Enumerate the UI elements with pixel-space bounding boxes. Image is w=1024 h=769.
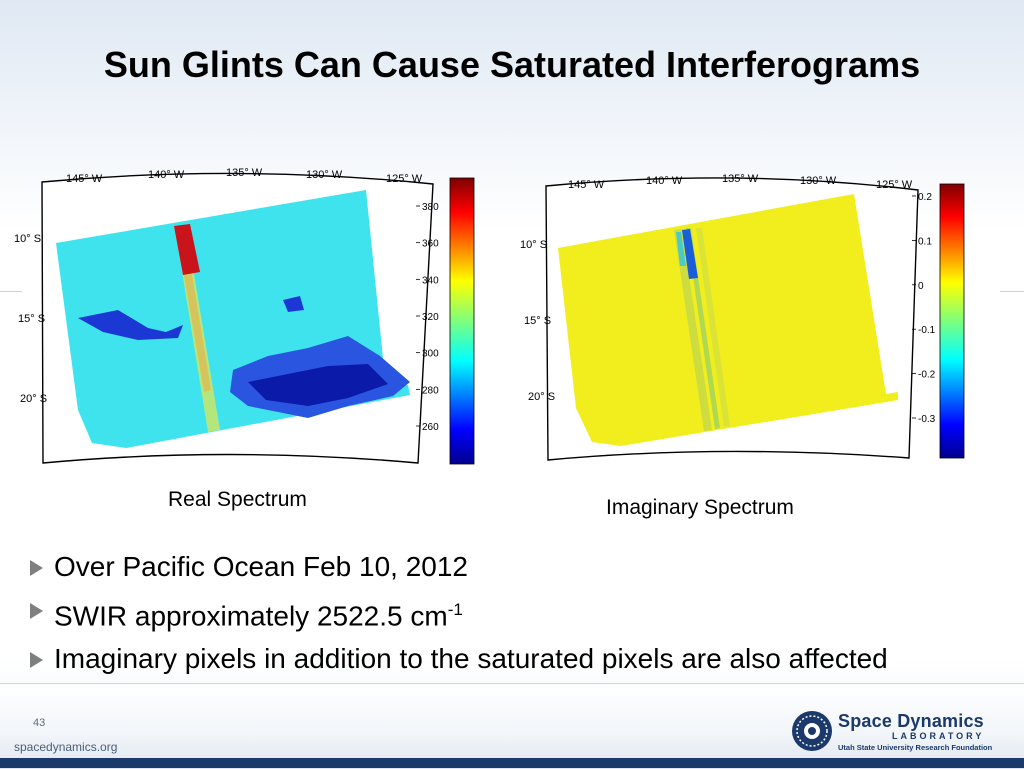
slide-title: Sun Glints Can Cause Saturated Interfero… [103,44,921,85]
logo-emblem-icon [792,711,832,751]
colorbar-tick-label: 340 [422,275,439,286]
lat-label: 20° S [20,393,47,405]
imaginary-spectrum-map: 145° W 140° W 135° W 130° W 125° W 10° S… [516,168,996,470]
lat-label: 15° S [524,315,551,327]
cloud-patch [248,364,388,406]
colorbar-tick-label: 360 [422,239,439,250]
imaginary-spectrum-figure: 145° W 140° W 135° W 130° W 125° W 10° S… [520,173,965,461]
lon-label: 135° W [226,167,263,179]
footer-url: spacedynamics.org [14,740,118,754]
lon-label: 140° W [148,169,185,181]
lon-label: 130° W [306,169,343,181]
bullet-item: Over Pacific Ocean Feb 10, 2012 [28,550,988,584]
lat-label: 15° S [18,313,45,325]
bullet-item: SWIR approximately 2522.5 cm-1 [28,593,988,633]
imaginary-spectrum-caption: Imaginary Spectrum [606,496,794,519]
colorbar [449,177,475,465]
real-spectrum-figure: 145° W 140° W 135° W 130° W 125° W 10° S… [14,167,475,465]
lon-label: 145° W [568,179,605,191]
cloud-patch [78,310,183,340]
colorbar-tick-label: 0.2 [918,192,932,203]
colorbar-tick-label: -0.2 [918,370,936,381]
left-accent-line [0,291,22,292]
logo-sub: LABORATORY [892,731,985,741]
lon-label: 135° W [722,173,759,185]
logo-name: Space Dynamics [838,711,984,731]
bottom-bar [0,758,1024,768]
bullet-text: Imaginary pixels in addition to the satu… [54,643,888,675]
colorbar-ticks: 0.2 0.1 0 -0.1 -0.2 -0.3 [912,192,936,425]
colorbar-tick-label: 300 [422,349,439,360]
right-accent-line [1000,291,1024,292]
colorbar-tick-label: 0.1 [918,236,932,247]
bullet-item: Imaginary pixels in addition to the satu… [28,642,988,676]
colorbar-tick-label: 0 [918,281,924,292]
bullet-arrow-icon [30,560,43,576]
colorbar-tick-label: 380 [422,202,439,213]
colorbar-ticks: 380 360 340 320 300 280 260 [416,202,439,433]
bullet-list: Over Pacific Ocean Feb 10, 2012 SWIR app… [28,550,988,685]
glint-stripe-core [178,238,211,392]
page-number: 43 [33,717,46,729]
lat-label: 20° S [528,391,555,403]
lat-label: 10° S [14,233,41,245]
bullet-text: Over Pacific Ocean Feb 10, 2012 [54,551,468,582]
colorbar-tick-label: 280 [422,385,439,396]
lon-label: 140° W [646,175,683,187]
glint-saturated [174,224,200,275]
colorbar [939,183,965,459]
bullet-text: SWIR approximately 2522.5 cm [54,600,448,632]
real-spectrum-caption: Real Spectrum [168,488,307,511]
stripe [674,229,712,431]
bullet-superscript: -1 [447,600,463,619]
colorbar-tick-label: 320 [422,312,439,323]
logo-foot: Utah State University Research Foundatio… [838,743,993,752]
footer-band [0,683,1024,769]
colorbar-tick-label: -0.1 [918,325,936,336]
colorbar-tick-label: 260 [422,422,439,433]
bullet-arrow-icon [30,652,43,669]
bullet-arrow-icon [30,603,43,619]
data-swath [558,194,898,446]
cloud-patch [283,296,304,312]
lon-label: 145° W [66,173,103,185]
lon-label: 125° W [386,173,423,185]
lon-label: 130° W [800,175,837,187]
glint-saturated [682,229,698,279]
glint-halo [676,232,686,266]
colorbar-tick-label: -0.3 [918,414,936,425]
lon-label: 125° W [876,179,913,191]
real-spectrum-map: 145° W 140° W 135° W 130° W 125° W 10° S… [8,160,484,470]
stripe [696,228,730,427]
lat-label: 10° S [520,239,547,251]
space-dynamics-logo: Space Dynamics LABORATORY Utah State Uni… [790,707,993,755]
